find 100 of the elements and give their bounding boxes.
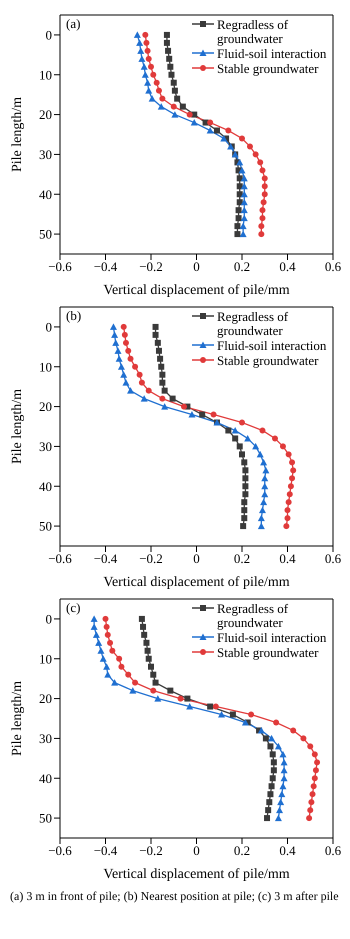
point <box>308 799 314 806</box>
point <box>174 96 180 102</box>
point <box>114 347 122 354</box>
point <box>92 631 100 638</box>
y-tick-label: 50 <box>39 518 52 534</box>
point <box>307 743 314 750</box>
point <box>259 427 266 434</box>
point <box>284 507 290 514</box>
x-tick-label: 0.2 <box>234 843 250 858</box>
point <box>118 664 124 670</box>
text: (a) 3 m in front of pile; (b) Nearest position at pile; (c) 3 m after pile <box>9 888 340 904</box>
point <box>218 711 226 718</box>
point <box>164 40 170 46</box>
point <box>242 491 248 498</box>
point <box>252 151 259 158</box>
point <box>186 703 194 710</box>
point <box>289 459 296 466</box>
x-axis-title: Vertical displacement of pile/mm <box>103 283 290 298</box>
point <box>122 340 129 346</box>
point <box>270 759 277 766</box>
legend-label: Fluid-soil interaction <box>217 46 326 61</box>
y-axis-title: Pile length/m <box>10 388 25 464</box>
legend-label: Stable groundwater <box>217 61 318 76</box>
point <box>150 688 156 694</box>
point <box>239 135 245 142</box>
point <box>238 166 246 174</box>
point <box>110 323 117 330</box>
point <box>167 688 174 694</box>
point <box>280 766 288 774</box>
x-axis-title: Vertical displacement of pile/mm <box>103 867 290 882</box>
point <box>267 743 274 750</box>
y-tick-label: 0 <box>46 320 52 335</box>
point <box>260 199 267 206</box>
y-tick-label: 30 <box>39 731 52 746</box>
point <box>310 783 317 790</box>
point <box>148 664 154 670</box>
point <box>220 134 228 142</box>
point <box>259 167 266 174</box>
point <box>152 680 159 686</box>
legend-label: Fluid-soil interaction <box>217 338 326 353</box>
point <box>312 751 318 758</box>
point <box>267 791 274 798</box>
point <box>100 655 107 662</box>
y-tick-label: 30 <box>39 439 52 454</box>
point <box>270 751 276 758</box>
point <box>212 704 219 710</box>
point <box>141 632 148 638</box>
point <box>241 507 248 514</box>
x-tick-label: 0 <box>193 259 200 274</box>
point <box>258 223 264 230</box>
point <box>134 31 141 38</box>
point <box>242 718 249 726</box>
point <box>107 640 114 646</box>
x-tick-label: 0.4 <box>279 259 296 274</box>
point <box>257 159 264 166</box>
point <box>312 767 319 774</box>
point <box>260 458 268 466</box>
point <box>274 814 282 822</box>
legend-label: Regradless of groundwater <box>217 601 290 630</box>
point <box>127 387 134 394</box>
x-tick-label: −0.4 <box>94 551 118 566</box>
point <box>240 214 248 222</box>
point <box>264 815 270 822</box>
point <box>272 435 278 442</box>
point <box>270 767 277 774</box>
point <box>146 56 152 62</box>
point <box>156 348 162 354</box>
x-tick-label: 0 <box>193 843 200 858</box>
point <box>118 363 125 370</box>
x-tick-label: −0.6 <box>48 843 72 858</box>
point <box>277 798 284 806</box>
point <box>140 63 148 70</box>
point <box>161 403 168 410</box>
point <box>210 412 217 418</box>
point <box>236 443 243 450</box>
point <box>286 491 293 498</box>
point <box>184 696 190 702</box>
point <box>262 175 268 182</box>
point <box>240 190 248 198</box>
point <box>259 207 266 214</box>
point <box>280 758 288 766</box>
point <box>122 332 128 338</box>
point <box>138 380 145 386</box>
point <box>279 750 286 758</box>
point <box>258 231 264 238</box>
point <box>310 791 316 798</box>
point <box>258 514 265 522</box>
point <box>140 624 146 630</box>
y-tick-label: 40 <box>39 770 52 786</box>
point <box>171 111 178 118</box>
x-tick-label: 0.6 <box>324 551 342 566</box>
point <box>103 663 110 670</box>
point <box>144 79 152 86</box>
annotation: (c) <box>66 600 80 616</box>
point <box>165 48 172 54</box>
point <box>280 443 286 450</box>
point <box>239 420 245 426</box>
point <box>239 451 245 458</box>
point <box>289 475 296 482</box>
point <box>104 624 110 630</box>
